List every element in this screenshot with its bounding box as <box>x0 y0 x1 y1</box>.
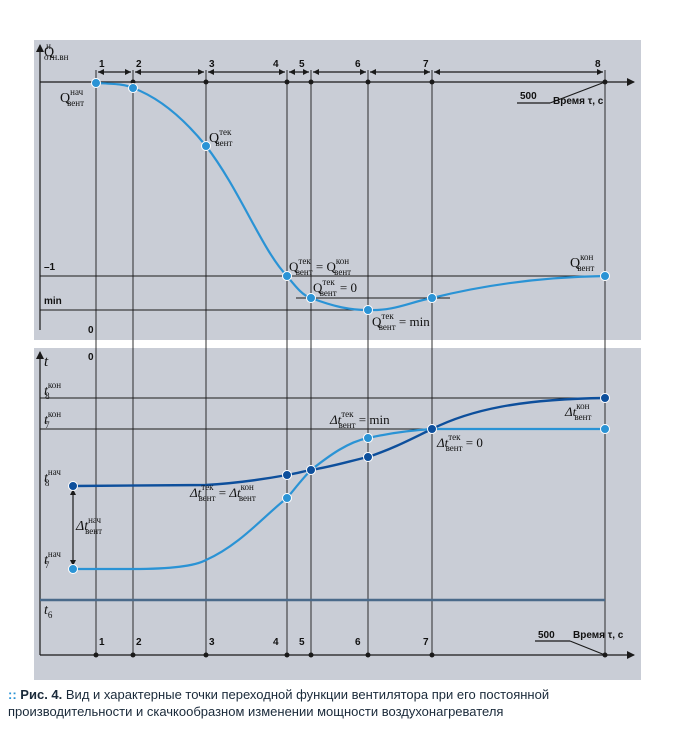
q-vent-curve <box>95 81 606 312</box>
figure-caption: :: Рис. 4. Вид и характерные точки перех… <box>8 686 673 720</box>
bottom-time-tick-500: 500 <box>538 630 555 641</box>
t7-curve <box>73 427 605 571</box>
bottom-markers: 1 2 3 4 5 6 7 <box>99 637 429 648</box>
t8-kon-label: tкон 8 <box>44 380 61 401</box>
caption-figure-number: Рис. 4. <box>20 687 63 702</box>
t8-curve <box>72 396 606 488</box>
marker-8: 8 <box>595 59 601 70</box>
delta-tek-min-label: Δtтек вент = min <box>329 409 390 430</box>
bottom-time-label: 500 Время τ, с <box>535 630 624 656</box>
t6-label: t6 <box>44 603 53 620</box>
q-vent-tek-label: Qтек вент <box>209 127 232 148</box>
delta-tek-zero-label: Δtтек вент = 0 <box>436 432 483 453</box>
bottom-marker-3: 3 <box>209 637 215 648</box>
bottom-marker-7: 7 <box>423 637 429 648</box>
marker-6: 6 <box>355 59 361 70</box>
t7-nach-label: tнач 7 <box>44 549 61 570</box>
q-curve-points <box>91 78 610 315</box>
bottom-tick-zero: 0 <box>88 352 94 363</box>
transfer-function-diagram: 1 2 3 4 5 6 7 8 Qн отн.вн 500 Время τ, с … <box>34 40 641 680</box>
bottom-marker-6: 6 <box>355 637 361 648</box>
t7-kon-label: tкон 7 <box>44 409 61 430</box>
tick-minus1: –1 <box>44 262 56 273</box>
bottom-marker-2: 2 <box>136 637 142 648</box>
marker-1: 1 <box>99 59 105 70</box>
caption-text: Вид и характерные точки переходной функц… <box>8 687 550 719</box>
marker-7: 7 <box>423 59 429 70</box>
top-tick-zero: 0 <box>88 325 94 336</box>
delta-tek-eq-kon-label: Δtтек вент = Δtкон вент <box>189 482 256 503</box>
bottom-marker-1: 1 <box>99 637 105 648</box>
top-time-label: 500 Время τ, с <box>517 81 606 107</box>
bottom-axis-ticks <box>93 652 608 658</box>
marker-4: 4 <box>273 59 279 70</box>
delta-nach-label: Δtнач вент <box>75 515 102 536</box>
marker-5: 5 <box>299 59 305 70</box>
q-tek-eq-q-kon-label: Qтек вент = Qкон вент <box>289 256 351 277</box>
marker-3: 3 <box>209 59 215 70</box>
marker-2: 2 <box>136 59 142 70</box>
bottom-y-label: t <box>44 354 49 370</box>
tick-min: min <box>44 296 62 307</box>
t8-nach-label: tнач 8 <box>44 467 61 488</box>
top-markers: 1 2 3 4 5 6 7 8 <box>99 59 601 70</box>
vertical-guides <box>95 70 606 655</box>
caption-bullet: :: <box>8 687 17 702</box>
q-tek-zero-label: Qтек вент = 0 <box>313 277 357 298</box>
delta-kon-label: Δtкон вент <box>564 401 591 422</box>
top-time-tick-500: 500 <box>520 91 537 102</box>
top-time-axis-label: Время τ, с <box>553 96 604 107</box>
q-vent-kon-label: Qкон вент <box>570 252 594 273</box>
bottom-time-axis-label: Время τ, с <box>573 630 624 641</box>
bottom-panel <box>34 348 641 680</box>
q-vent-nach-label: Qнач вент <box>60 87 84 108</box>
t-curve-points <box>68 393 610 574</box>
top-y-label: Qн отн.вн <box>44 41 69 62</box>
q-tek-min-label: Qтек вент = min <box>372 311 430 332</box>
bottom-marker-5: 5 <box>299 637 305 648</box>
bottom-marker-4: 4 <box>273 637 279 648</box>
